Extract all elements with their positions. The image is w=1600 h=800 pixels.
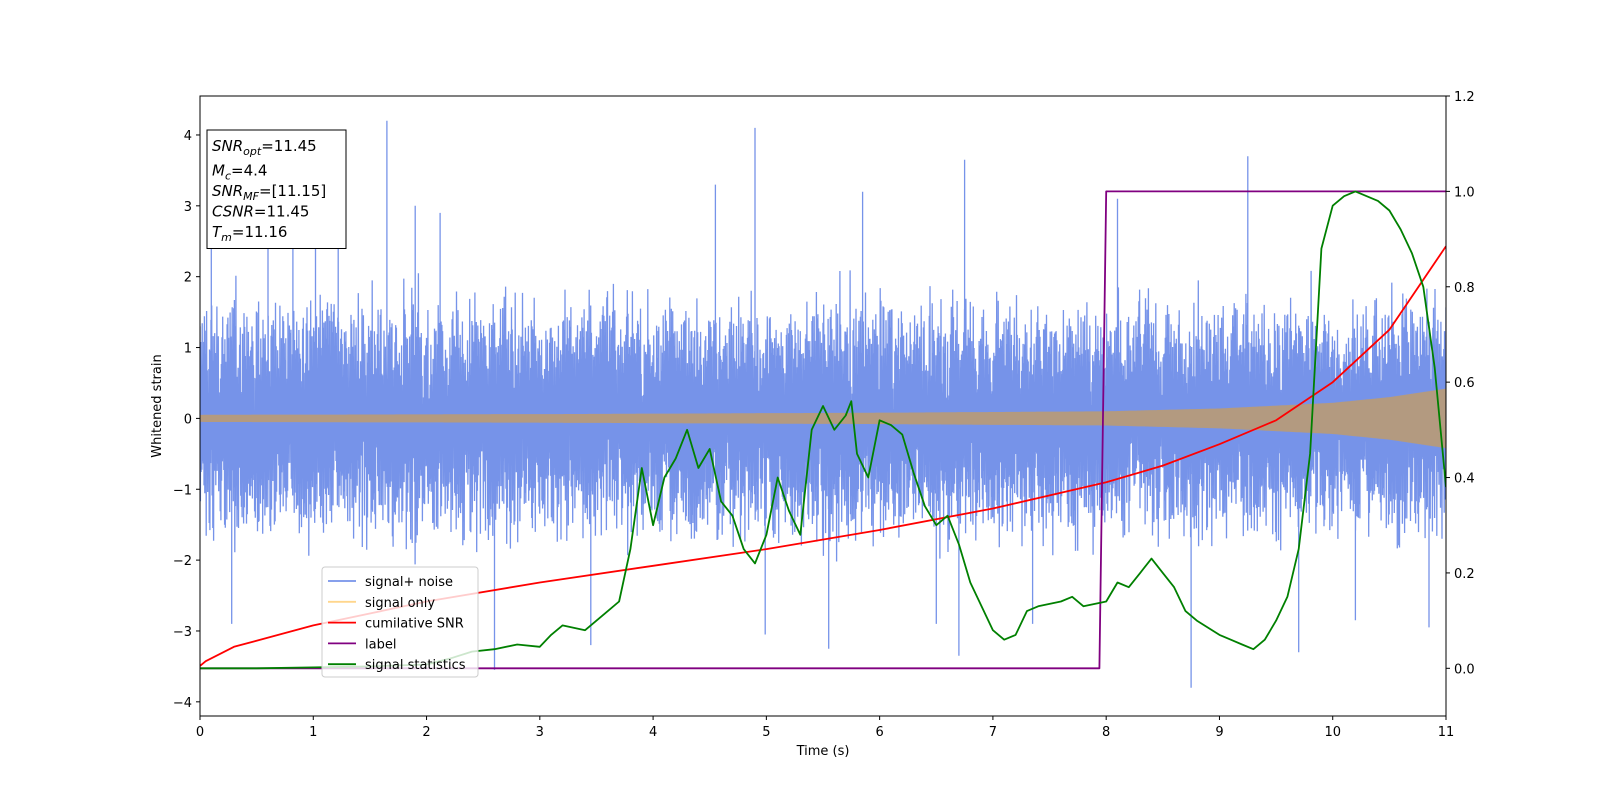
x-tick-label: 9 [1215, 725, 1223, 740]
x-tick-label: 11 [1438, 725, 1455, 740]
annotation-box [206, 129, 347, 249]
x-tick-label: 2 [422, 725, 430, 740]
y-tick-label: 2 [184, 271, 192, 286]
y-tick-label: −2 [173, 554, 192, 569]
x-tick-label: 6 [875, 725, 883, 740]
series-signal-noise [200, 120, 1446, 688]
y2-tick-label: 0.2 [1454, 567, 1475, 582]
legend-label: label [365, 637, 396, 652]
y2-tick-label: 0.0 [1454, 662, 1475, 677]
x-tick-label: 3 [536, 725, 544, 740]
series-signal-statistics [200, 190, 1446, 670]
y-tick-label: 1 [184, 342, 192, 357]
legend: signal+ noise signal only cumilative SNR la… [321, 566, 479, 678]
y-tick-label: 3 [184, 200, 192, 215]
stats-annotation: SNRopt=11.45 Mc=4.4SNRMF=[11.15]CSNR=11.4… [206, 129, 347, 249]
y-axis-label: Whitened strain [150, 354, 165, 457]
x-tick-label: 0 [196, 725, 204, 740]
series-cumilative-snr [200, 245, 1446, 667]
y-tick-label: −3 [173, 625, 192, 640]
y2-tick-label: 0.4 [1454, 472, 1475, 487]
annotation-line: SNRMF=[11.15] [212, 182, 326, 203]
legend-label: signal only [365, 596, 435, 611]
y2-tick-label: 1.2 [1454, 90, 1475, 105]
x-tick-label: 1 [309, 725, 317, 740]
legend-label: signal statistics [365, 658, 466, 673]
y-tick-label: 0 [184, 412, 192, 427]
y2-tick-label: 0.8 [1454, 281, 1475, 296]
series-layer [200, 120, 1446, 688]
annotation-line: Mc=4.4 [212, 162, 267, 183]
annotation-line: Tm=11.16 [212, 223, 287, 244]
annotation-line: CSNR=11.45 [212, 203, 309, 221]
legend-box [321, 566, 479, 678]
axes-layer: 0 1 2 3 4 5 6 7 8 9 10 11 −4 −3 −2 −1 0 1 2 3 4 0.0 0.2 0.4 0.6 0… [173, 90, 1475, 740]
x-axis-label: Time (s) [796, 744, 850, 759]
x-tick-label: 7 [989, 725, 997, 740]
series-label [200, 190, 1446, 670]
x-tick-label: 8 [1102, 725, 1110, 740]
series-signal-only [200, 388, 1446, 449]
y-tick-label: −1 [173, 483, 192, 498]
y2-tick-label: 1.0 [1454, 185, 1475, 200]
plot-frame [199, 95, 1447, 717]
legend-label: signal+ noise [365, 575, 453, 590]
annotation-line: SNRopt=11.45 [212, 137, 317, 158]
y-tick-label: 4 [184, 129, 192, 144]
y2-tick-label: 0.6 [1454, 376, 1475, 391]
y-tick-label: −4 [173, 696, 192, 711]
legend-label: cumilative SNR [365, 617, 464, 632]
x-tick-label: 10 [1324, 725, 1341, 740]
x-tick-label: 5 [762, 725, 770, 740]
x-tick-label: 4 [649, 725, 657, 740]
